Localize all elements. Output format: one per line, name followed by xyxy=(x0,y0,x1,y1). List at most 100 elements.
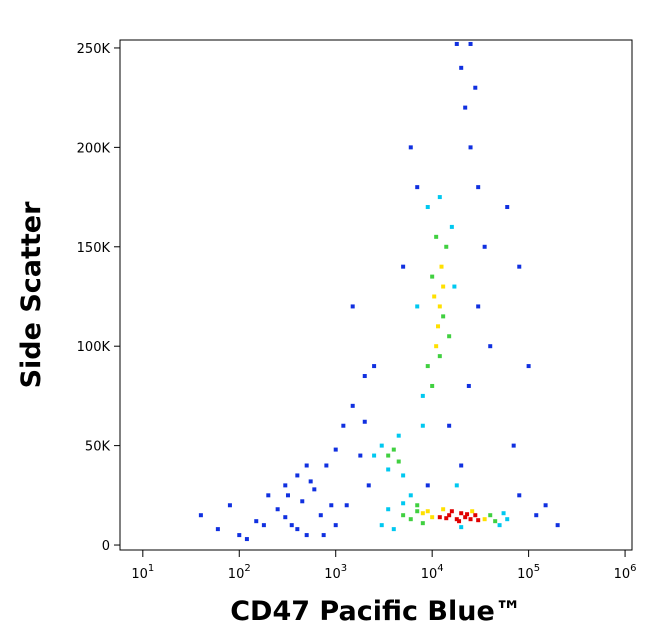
point xyxy=(488,513,493,518)
point xyxy=(237,533,242,538)
x-tick-exponent: 3 xyxy=(341,563,347,574)
point xyxy=(401,264,406,269)
point xyxy=(505,517,510,522)
x-tick-base: 10 xyxy=(517,567,534,582)
point xyxy=(441,284,446,289)
point xyxy=(415,509,420,514)
point xyxy=(434,234,439,239)
point xyxy=(454,483,459,488)
point xyxy=(244,537,249,542)
point xyxy=(358,453,363,458)
point xyxy=(459,525,464,530)
point xyxy=(362,374,367,379)
point xyxy=(449,224,454,229)
point xyxy=(505,205,510,210)
point xyxy=(266,493,271,498)
point xyxy=(430,383,435,388)
point xyxy=(444,516,449,521)
point xyxy=(526,364,531,369)
point xyxy=(468,517,473,522)
point xyxy=(401,501,406,506)
point xyxy=(386,453,391,458)
x-tick-base: 10 xyxy=(324,567,341,582)
point xyxy=(295,527,300,532)
point xyxy=(501,511,506,516)
point xyxy=(473,85,478,90)
plot-frame xyxy=(119,39,633,551)
y-tick-label: 150K xyxy=(77,241,111,256)
point xyxy=(420,511,425,516)
point xyxy=(300,499,305,504)
point xyxy=(432,294,437,299)
point xyxy=(459,463,464,468)
y-tick-label: 200K xyxy=(77,141,111,156)
point xyxy=(511,443,516,448)
point xyxy=(401,513,406,518)
x-tick-base: 10 xyxy=(614,567,631,582)
point xyxy=(312,487,317,492)
point xyxy=(430,515,435,520)
point xyxy=(476,185,481,190)
y-tick-label: 0 xyxy=(102,539,110,554)
point xyxy=(372,453,377,458)
point xyxy=(275,507,280,512)
point xyxy=(466,383,471,388)
point xyxy=(473,513,478,518)
point xyxy=(447,334,452,339)
point xyxy=(437,354,442,359)
point xyxy=(420,393,425,398)
point xyxy=(441,314,446,319)
x-tick-label: 103 xyxy=(324,563,347,582)
point xyxy=(459,65,464,70)
point xyxy=(437,304,442,309)
point xyxy=(441,507,446,512)
x-tick-base: 10 xyxy=(131,567,148,582)
point xyxy=(436,324,441,329)
point xyxy=(254,519,259,524)
point xyxy=(379,523,384,528)
point xyxy=(454,41,459,46)
point xyxy=(396,459,401,464)
point xyxy=(488,344,493,349)
point xyxy=(198,513,203,518)
point xyxy=(318,513,323,518)
point xyxy=(437,195,442,200)
point xyxy=(437,515,442,520)
point xyxy=(468,145,473,150)
point xyxy=(341,423,346,428)
point xyxy=(415,304,420,309)
point xyxy=(434,344,439,349)
point xyxy=(452,284,457,289)
point xyxy=(476,304,481,309)
point xyxy=(321,533,326,538)
point xyxy=(401,473,406,478)
point xyxy=(517,493,522,498)
point xyxy=(344,503,349,508)
point xyxy=(329,503,334,508)
x-tick-exponent: 5 xyxy=(534,563,540,574)
point xyxy=(476,518,481,523)
point xyxy=(372,364,377,369)
point xyxy=(396,433,401,438)
point xyxy=(425,205,430,210)
point xyxy=(333,523,338,528)
point xyxy=(463,515,468,520)
point xyxy=(463,105,468,110)
point xyxy=(304,533,309,538)
point xyxy=(468,41,473,46)
point xyxy=(447,513,452,518)
point xyxy=(304,463,309,468)
y-tick-label: 50K xyxy=(85,440,111,455)
point xyxy=(454,517,459,522)
point xyxy=(289,523,294,528)
point xyxy=(415,185,420,190)
x-tick-label: 104 xyxy=(421,563,444,582)
x-axis-title: CD47 Pacific Blue™ xyxy=(230,596,522,627)
point xyxy=(408,517,413,522)
y-axis-title: Side Scatter xyxy=(16,201,47,389)
point xyxy=(543,503,548,508)
point xyxy=(517,264,522,269)
point xyxy=(470,509,475,514)
point xyxy=(333,447,338,452)
x-tick-label: 101 xyxy=(131,563,154,582)
